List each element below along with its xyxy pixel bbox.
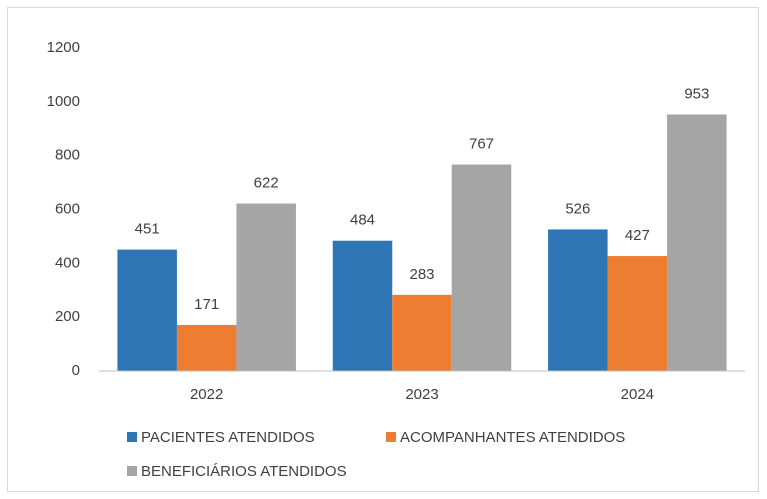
- y-tick-label: 1000: [47, 93, 80, 110]
- data-label: 171: [194, 296, 219, 313]
- legend-label: ACOMPANHANTES ATENDIDOS: [400, 429, 625, 446]
- data-label: 953: [684, 85, 709, 102]
- data-label: 484: [350, 212, 375, 229]
- legend-swatch: [386, 432, 396, 442]
- data-label: 767: [469, 136, 494, 153]
- legend-label: BENEFICIÁRIOS ATENDIDOS: [141, 463, 347, 480]
- x-tick-label: 2022: [190, 386, 223, 403]
- y-tick-label: 800: [55, 147, 80, 164]
- data-label: 451: [135, 221, 160, 238]
- legend-swatch: [127, 432, 137, 442]
- y-tick-label: 1200: [47, 39, 80, 56]
- y-tick-label: 400: [55, 254, 80, 271]
- bar: [667, 114, 727, 372]
- bar: [607, 256, 668, 371]
- data-label: 427: [625, 227, 650, 244]
- bar: [236, 203, 296, 371]
- y-tick-label: 0: [72, 362, 80, 379]
- bar: [392, 294, 452, 371]
- data-label: 622: [254, 175, 279, 192]
- bar: [176, 324, 237, 371]
- legend-label: PACIENTES ATENDIDOS: [141, 429, 315, 446]
- data-label: 283: [409, 266, 434, 283]
- y-tick-label: 600: [55, 200, 80, 217]
- data-label: 526: [565, 200, 590, 217]
- bar: [548, 229, 608, 371]
- x-tick-label: 2024: [621, 386, 654, 403]
- bar: [117, 249, 177, 371]
- bar: [451, 164, 512, 371]
- y-tick-label: 200: [55, 308, 80, 325]
- bar: [332, 240, 393, 371]
- legend-swatch: [127, 466, 137, 476]
- x-tick-label: 2023: [405, 386, 438, 403]
